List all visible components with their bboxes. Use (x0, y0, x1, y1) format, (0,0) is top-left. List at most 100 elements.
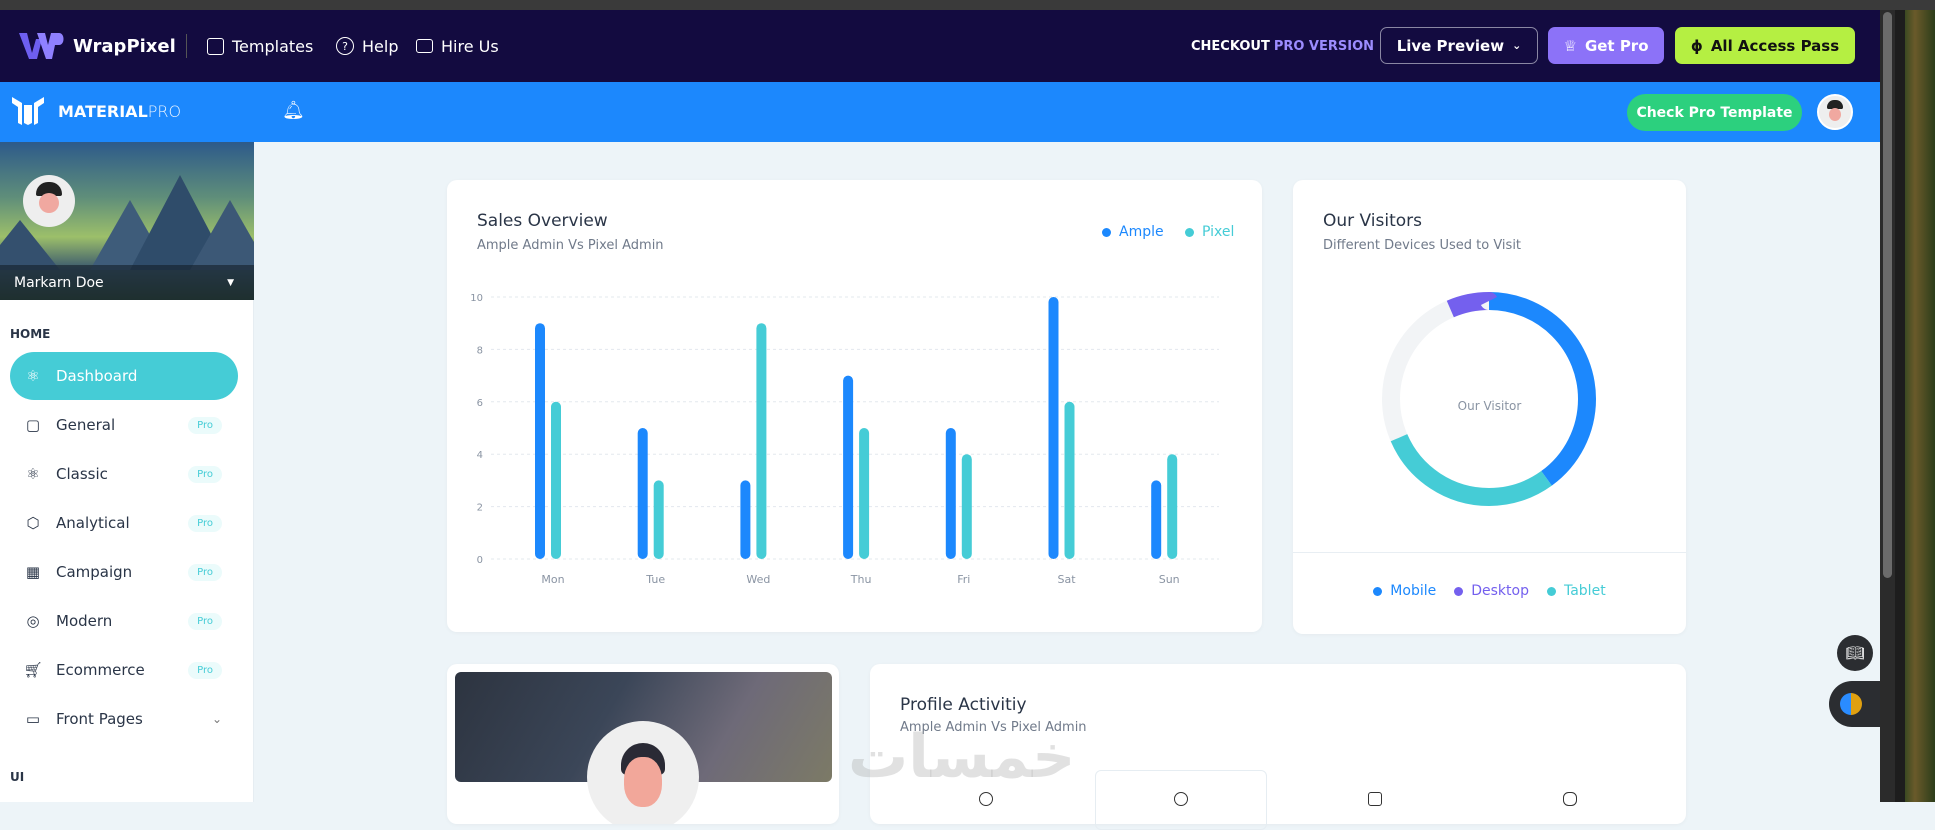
box-icon: ⬡ (26, 514, 40, 532)
atom-icon: ⚛ (26, 367, 40, 385)
legend-tablet: Tablet (1546, 583, 1606, 599)
extension-button[interactable] (1829, 681, 1880, 727)
activity-tab-icon-1[interactable] (979, 792, 993, 806)
bar-ample-fri (945, 428, 956, 559)
card-title: Sales Overview (477, 211, 608, 231)
sidebar-item-label: Analytical (56, 514, 130, 532)
donut-slice-tablet (1382, 292, 1596, 506)
cart-icon: 🛒︎ (23, 661, 43, 679)
activity-tab-icon-2[interactable] (1174, 792, 1188, 806)
lightning-icon: ϕ (1690, 36, 1703, 55)
help-circle-icon: ? (336, 37, 354, 55)
donut-slice-desktop (1382, 292, 1596, 506)
card-subtitle: Different Devices Used to Visit (1323, 238, 1522, 253)
legend-label: Mobile (1390, 583, 1437, 599)
legend-dot (1373, 586, 1383, 596)
nav-hire-us[interactable]: Hire Us (416, 10, 499, 82)
wrappixel-logo[interactable]: WrapPixel (19, 10, 176, 82)
sidebar-item-general[interactable]: ▢ General Pro (10, 401, 238, 449)
bar-pixel-mon (551, 401, 561, 559)
brand-light: PRO (147, 101, 182, 121)
bar-pixel-fri (961, 454, 972, 559)
legend-ample: Ample (1102, 224, 1164, 240)
materialpro-logo-icon (12, 97, 44, 125)
brand-name: WrapPixel (73, 35, 176, 57)
y-tick-label: 4 (477, 450, 483, 461)
bar-ample-mon (535, 323, 545, 559)
bell-icon[interactable]: 🔔︎ (282, 100, 305, 121)
nav-help[interactable]: ? Help (336, 10, 398, 82)
activity-tab-icon-3[interactable] (1368, 792, 1382, 806)
sidebar-item-dashboard[interactable]: ⚛ Dashboard (10, 352, 238, 400)
scrollbar-thumb[interactable] (1883, 12, 1892, 578)
divider (186, 34, 187, 58)
sidebar-item-modern[interactable]: ◎ Modern Pro (10, 597, 238, 645)
section-home: HOME (10, 327, 51, 341)
x-tick-label: Sat (1057, 573, 1076, 586)
bar-pixel-sun (1167, 454, 1178, 559)
book-icon[interactable]: 📖︎ (1837, 635, 1873, 671)
chevron-down-icon: ⌄ (1512, 39, 1522, 52)
pro-badge: Pro (188, 514, 222, 532)
legend-label: Desktop (1471, 583, 1529, 599)
sidebar: Markarn Doe ▼ HOME ⚛ Dashboard ▢ General Pro ⚛… (0, 142, 254, 802)
sidebar-item-front-pages[interactable]: ▭ Front Pages ⌄ (10, 695, 238, 743)
sidebar-item-campaign[interactable]: ▦ Campaign Pro (10, 548, 238, 596)
check-pro-label: Check Pro Template (1636, 104, 1793, 121)
x-tick-label: Wed (746, 573, 770, 586)
profile-avatar[interactable] (23, 175, 75, 227)
sidebar-item-label: Classic (56, 465, 108, 483)
sidebar-item-label: Modern (56, 612, 113, 630)
watermark-logo: خمسات (848, 722, 1076, 792)
x-tick-label: Thu (850, 573, 872, 586)
bar-ample-tue (637, 428, 648, 559)
bar-ample-wed (740, 480, 751, 559)
card-subtitle: Ample Admin Vs Pixel Admin (900, 720, 1087, 735)
profile-card (447, 664, 839, 824)
bar-pixel-sat (1064, 401, 1075, 559)
sidebar-item-label: Dashboard (56, 367, 138, 385)
legend-pixel: Pixel (1185, 224, 1234, 240)
profile-name-dropdown[interactable]: Markarn Doe ▼ (0, 265, 254, 300)
materialpro-logo[interactable]: MATERIALPRO (12, 97, 181, 125)
bar-pixel-tue (653, 480, 664, 559)
x-tick-label: Tue (645, 573, 665, 586)
brand-bold: MATERIAL (58, 101, 148, 121)
our-visitors-card: Our Visitors Different Devices Used to V… (1293, 180, 1686, 634)
get-pro-button[interactable]: ♕ Get Pro (1548, 27, 1664, 64)
legend-label: Ample (1119, 224, 1164, 240)
user-name: Markarn Doe (14, 274, 104, 291)
x-tick-label: Fri (957, 573, 970, 586)
sidebar-item-label: Front Pages (56, 710, 143, 728)
sidebar-item-ecommerce[interactable]: 🛒︎ Ecommerce Pro (10, 646, 238, 694)
all-access-pass-button[interactable]: ϕ All Access Pass (1675, 27, 1855, 64)
crown-icon: ♕ (1563, 36, 1577, 55)
pro-badge: Pro (188, 416, 222, 434)
globe-icon (1840, 693, 1862, 715)
wrappixel-logo-icon (19, 33, 64, 59)
activity-tab-icon-4[interactable] (1563, 792, 1577, 806)
chevron-down-icon: ⌄ (211, 712, 222, 726)
sales-overview-card: Sales Overview Ample Admin Vs Pixel Admi… (447, 180, 1262, 632)
live-preview-dropdown[interactable]: Live Preview ⌄ (1380, 27, 1538, 64)
bar-ample-sun (1151, 480, 1162, 559)
y-tick-label: 8 (477, 345, 483, 356)
promo-topbar: WrapPixel Templates ? Help Hire Us CHECKO… (0, 10, 1880, 82)
y-tick-label: 0 (477, 555, 483, 566)
check-pro-template-button[interactable]: Check Pro Template (1627, 94, 1802, 131)
pro-badge: Pro (188, 612, 222, 630)
caret-down-icon: ▼ (227, 277, 234, 288)
user-avatar[interactable] (1817, 94, 1853, 130)
pro-badge: Pro (188, 661, 222, 679)
background-window (1895, 10, 1935, 802)
nav-label: Help (362, 36, 399, 56)
sidebar-item-classic[interactable]: ⚛ Classic Pro (10, 450, 238, 498)
pro-badge: Pro (188, 563, 222, 581)
sidebar-item-analytical[interactable]: ⬡ Analytical Pro (10, 499, 238, 547)
section-ui: UI (10, 770, 25, 784)
nav-templates[interactable]: Templates (207, 10, 313, 82)
briefcase-icon (416, 39, 433, 53)
pro-version-label: PRO VERSION (1273, 38, 1375, 54)
bar-pixel-thu (859, 428, 870, 559)
profile-card-avatar[interactable] (587, 721, 699, 824)
